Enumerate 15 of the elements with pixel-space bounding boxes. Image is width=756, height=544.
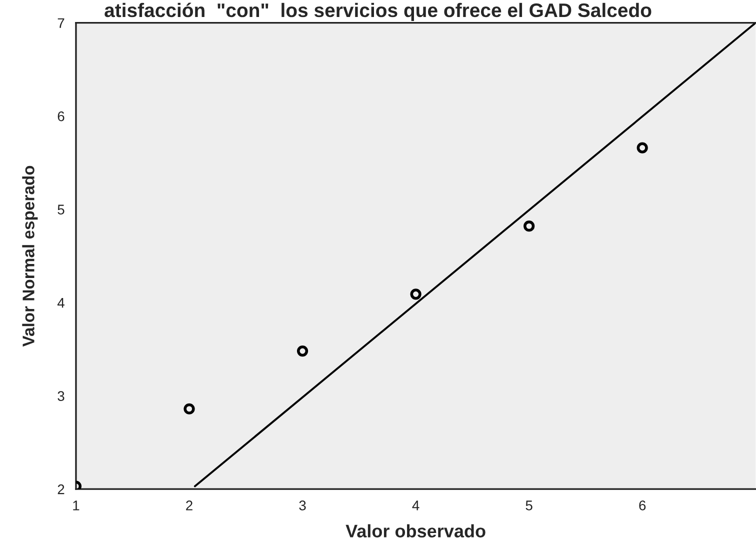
x-tick-label: 4 bbox=[412, 500, 420, 510]
x-tick-label: 6 bbox=[639, 500, 646, 510]
x-tick-label: 5 bbox=[526, 500, 532, 510]
y-tick-label: 2 bbox=[58, 484, 64, 494]
y-tick-label: 4 bbox=[57, 298, 64, 308]
x-tick-label: 2 bbox=[186, 500, 192, 510]
y-tick-label: 3 bbox=[58, 391, 64, 401]
x-tick-label: 3 bbox=[299, 500, 306, 510]
y-tick-label: 5 bbox=[58, 204, 64, 214]
y-tick-label: 7 bbox=[58, 18, 64, 28]
x-tick-label: 1 bbox=[73, 500, 80, 510]
y-axis-title: Valor Normal esperado bbox=[22, 166, 38, 347]
y-tick-label: 6 bbox=[58, 111, 64, 122]
chart-title: atisfacción "con" los servicios que ofrece el GAD Salcedo bbox=[104, 2, 652, 22]
x-axis-title: Valor observado bbox=[346, 524, 486, 538]
